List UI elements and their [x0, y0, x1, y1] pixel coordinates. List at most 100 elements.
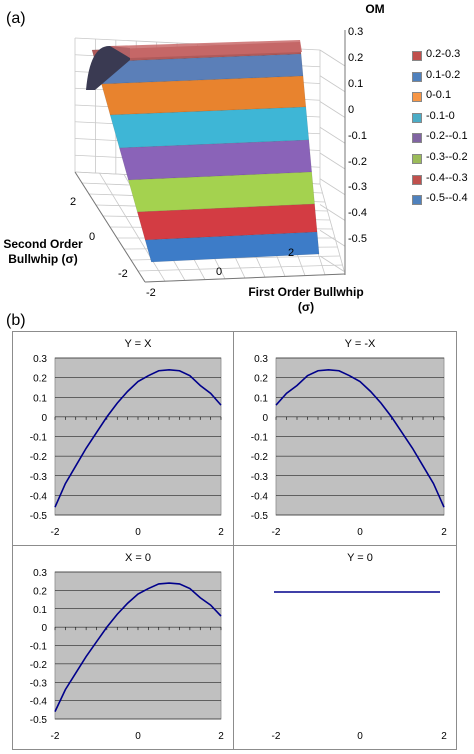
legend-item: -0.5--0.4 [412, 189, 474, 210]
grid-line [319, 204, 346, 221]
series-line [54, 368, 222, 508]
legend-label: 0.1-0.2 [426, 68, 461, 81]
x-tick-label: 0 [216, 266, 223, 278]
legend-item: -0.4--0.3 [412, 169, 474, 190]
series-line [54, 582, 222, 712]
x-axis-title-line2: (σ) [297, 300, 315, 314]
y-tick-label: 0 [262, 413, 268, 424]
x-tick-label: 2 [218, 527, 224, 538]
grid-line [319, 178, 346, 196]
surface-legend: 0.2-0.3 0.1-0.2 0-0.1 -0.1-0 -0.2--0.1 -… [412, 45, 474, 210]
surface-bands [86, 40, 320, 263]
y-axis-title: Second Order Bullwhip (σ) [0, 237, 86, 267]
x-tick-label: 2 [288, 247, 295, 259]
y-tick-label: -0.1 [30, 433, 48, 444]
legend-swatch [412, 92, 422, 103]
x-tick-label: 0 [357, 731, 363, 742]
mini-chart-y-equals-neg-x: Y = -X 0.3 0.2 0.1 0 -0.1 -0.2 -0.3 -0.4 -0.5 -2 0 2 [233, 331, 457, 546]
x-tick-label: -2 [272, 731, 281, 742]
x-tick-label: 0 [135, 527, 141, 538]
legend-swatch [412, 195, 422, 206]
mini-chart-svg: X = 0 0.3 0.2 0.1 0 -0.1 -0.2 -0.3 -0.4 -0.5-2 0 2 [30, 552, 224, 742]
z-tick-label: -0.3 [348, 181, 367, 194]
y-tick-label: -0.1 [251, 433, 269, 444]
mini-chart-svg: Y = X 0.3 0.2 0.1 0 -0.1 -0.2 -0.3 -0.4 -0.5-2 0 2 [30, 338, 224, 538]
legend-label: 0.2-0.3 [426, 48, 461, 60]
y-axis-title-line2: Bullwhip (σ) [8, 252, 78, 266]
y-tick-label: -0.5 [251, 511, 269, 522]
y-tick-label: 0.1 [254, 393, 268, 404]
legend-label: -0.3--0.2 [426, 150, 468, 163]
surface-cap [86, 45, 130, 90]
y-tick-label: 0.2 [254, 374, 268, 385]
x-axis-line [144, 273, 346, 283]
mini-chart-svg: Y = 0 -2 0 2 [272, 552, 448, 742]
legend-swatch [412, 133, 422, 144]
legend-item: -0.1-0 [412, 107, 474, 128]
legend-swatch [412, 153, 422, 164]
x-tick-label: 2 [441, 527, 447, 538]
y-tick-label: 2 [70, 196, 77, 208]
y-tick-label: 0 [89, 231, 96, 243]
panel-label-b: (b) [6, 312, 26, 329]
y-tick-label: 0.3 [33, 354, 47, 365]
mini-chart-x-equals-0: X = 0 0.3 0.2 0.1 0 -0.1 -0.2 -0.3 -0.4 -0.5 -2 0 2 [12, 545, 234, 750]
mini-chart-y-equals-x: Y = X 0.3 0.2 0.1 0 -0.1 -0.2 -0.3 -0.4 -0.5 -2 0 2 [12, 331, 234, 546]
surface-band [144, 231, 320, 263]
legend-item: -0.2--0.1 [412, 127, 474, 148]
chart-title: Y = X [124, 338, 152, 350]
y-tick-label: 0.3 [254, 354, 268, 365]
y-tick-label: -0.3 [30, 678, 48, 689]
legend-label: 0-0.1 [426, 89, 452, 102]
z-tick-label: 0.1 [348, 77, 364, 90]
x-tick-label: 0 [135, 731, 141, 742]
y-tick-label: 0.1 [33, 605, 47, 616]
y-tick-label: 0.1 [33, 393, 47, 404]
z-tick-label: 0.3 [348, 26, 364, 38]
grid-line [319, 183, 346, 275]
mini-chart-svg: Y = -X 0.3 0.2 0.1 0 -0.1 -0.2 -0.3 -0.4 -0.5-2 0 2 [251, 338, 447, 538]
legend-label: -0.4--0.3 [426, 171, 468, 184]
legend-swatch [412, 71, 422, 82]
grid-line [319, 255, 346, 273]
series-line [275, 368, 445, 508]
y-axis-title-line1: Second Order [3, 237, 83, 251]
y-tick-label: 0 [41, 623, 47, 634]
legend-label: -0.5--0.4 [426, 192, 468, 205]
mini-chart-y-equals-0: Y = 0 -2 0 2 [233, 545, 457, 750]
x-tick-label: 0 [357, 527, 363, 538]
y-tick-label: -0.5 [30, 715, 48, 726]
chart-title: Y = 0 [347, 552, 373, 564]
y-tick-label: 0.3 [33, 568, 47, 579]
legend-label: -0.2--0.1 [426, 130, 468, 143]
y-tick-label: -0.3 [30, 472, 48, 483]
x-axis-title: First Order Bullwhip (σ) [236, 285, 376, 315]
y-tick-label: -0.3 [251, 472, 269, 483]
z-tick-label: -0.5 [348, 233, 367, 246]
legend-swatch [412, 51, 422, 61]
surface-crest [110, 40, 302, 58]
z-tick-label: 0.2 [348, 51, 364, 64]
y-tick-label: -0.2 [30, 452, 48, 463]
legend-item: -0.3--0.2 [412, 148, 474, 169]
grid-line [319, 126, 346, 144]
legend-swatch [412, 174, 422, 185]
y-tick-label: -0.4 [30, 697, 48, 708]
y-tick-label: -2 [118, 268, 128, 280]
panel-label-a: (a) [6, 10, 26, 27]
y-tick-label: -0.2 [30, 660, 48, 671]
x-tick-label: -2 [146, 287, 156, 299]
y-tick-label: -0.4 [251, 491, 269, 502]
x-tick-label: -2 [51, 527, 60, 538]
z-tick-label: -0.4 [348, 207, 367, 220]
z-axis-title: OM [365, 2, 385, 16]
z-tick-label: 0 [348, 103, 355, 116]
grid-line [319, 49, 346, 67]
grid-line [319, 75, 346, 93]
x-tick-label: -2 [272, 527, 281, 538]
y-tick-label: -0.4 [30, 491, 48, 502]
x-tick-label: -2 [51, 731, 60, 742]
legend-item: 0.1-0.2 [412, 66, 474, 87]
x-tick-label: 2 [441, 731, 447, 742]
legend-item: 0-0.1 [412, 86, 474, 107]
